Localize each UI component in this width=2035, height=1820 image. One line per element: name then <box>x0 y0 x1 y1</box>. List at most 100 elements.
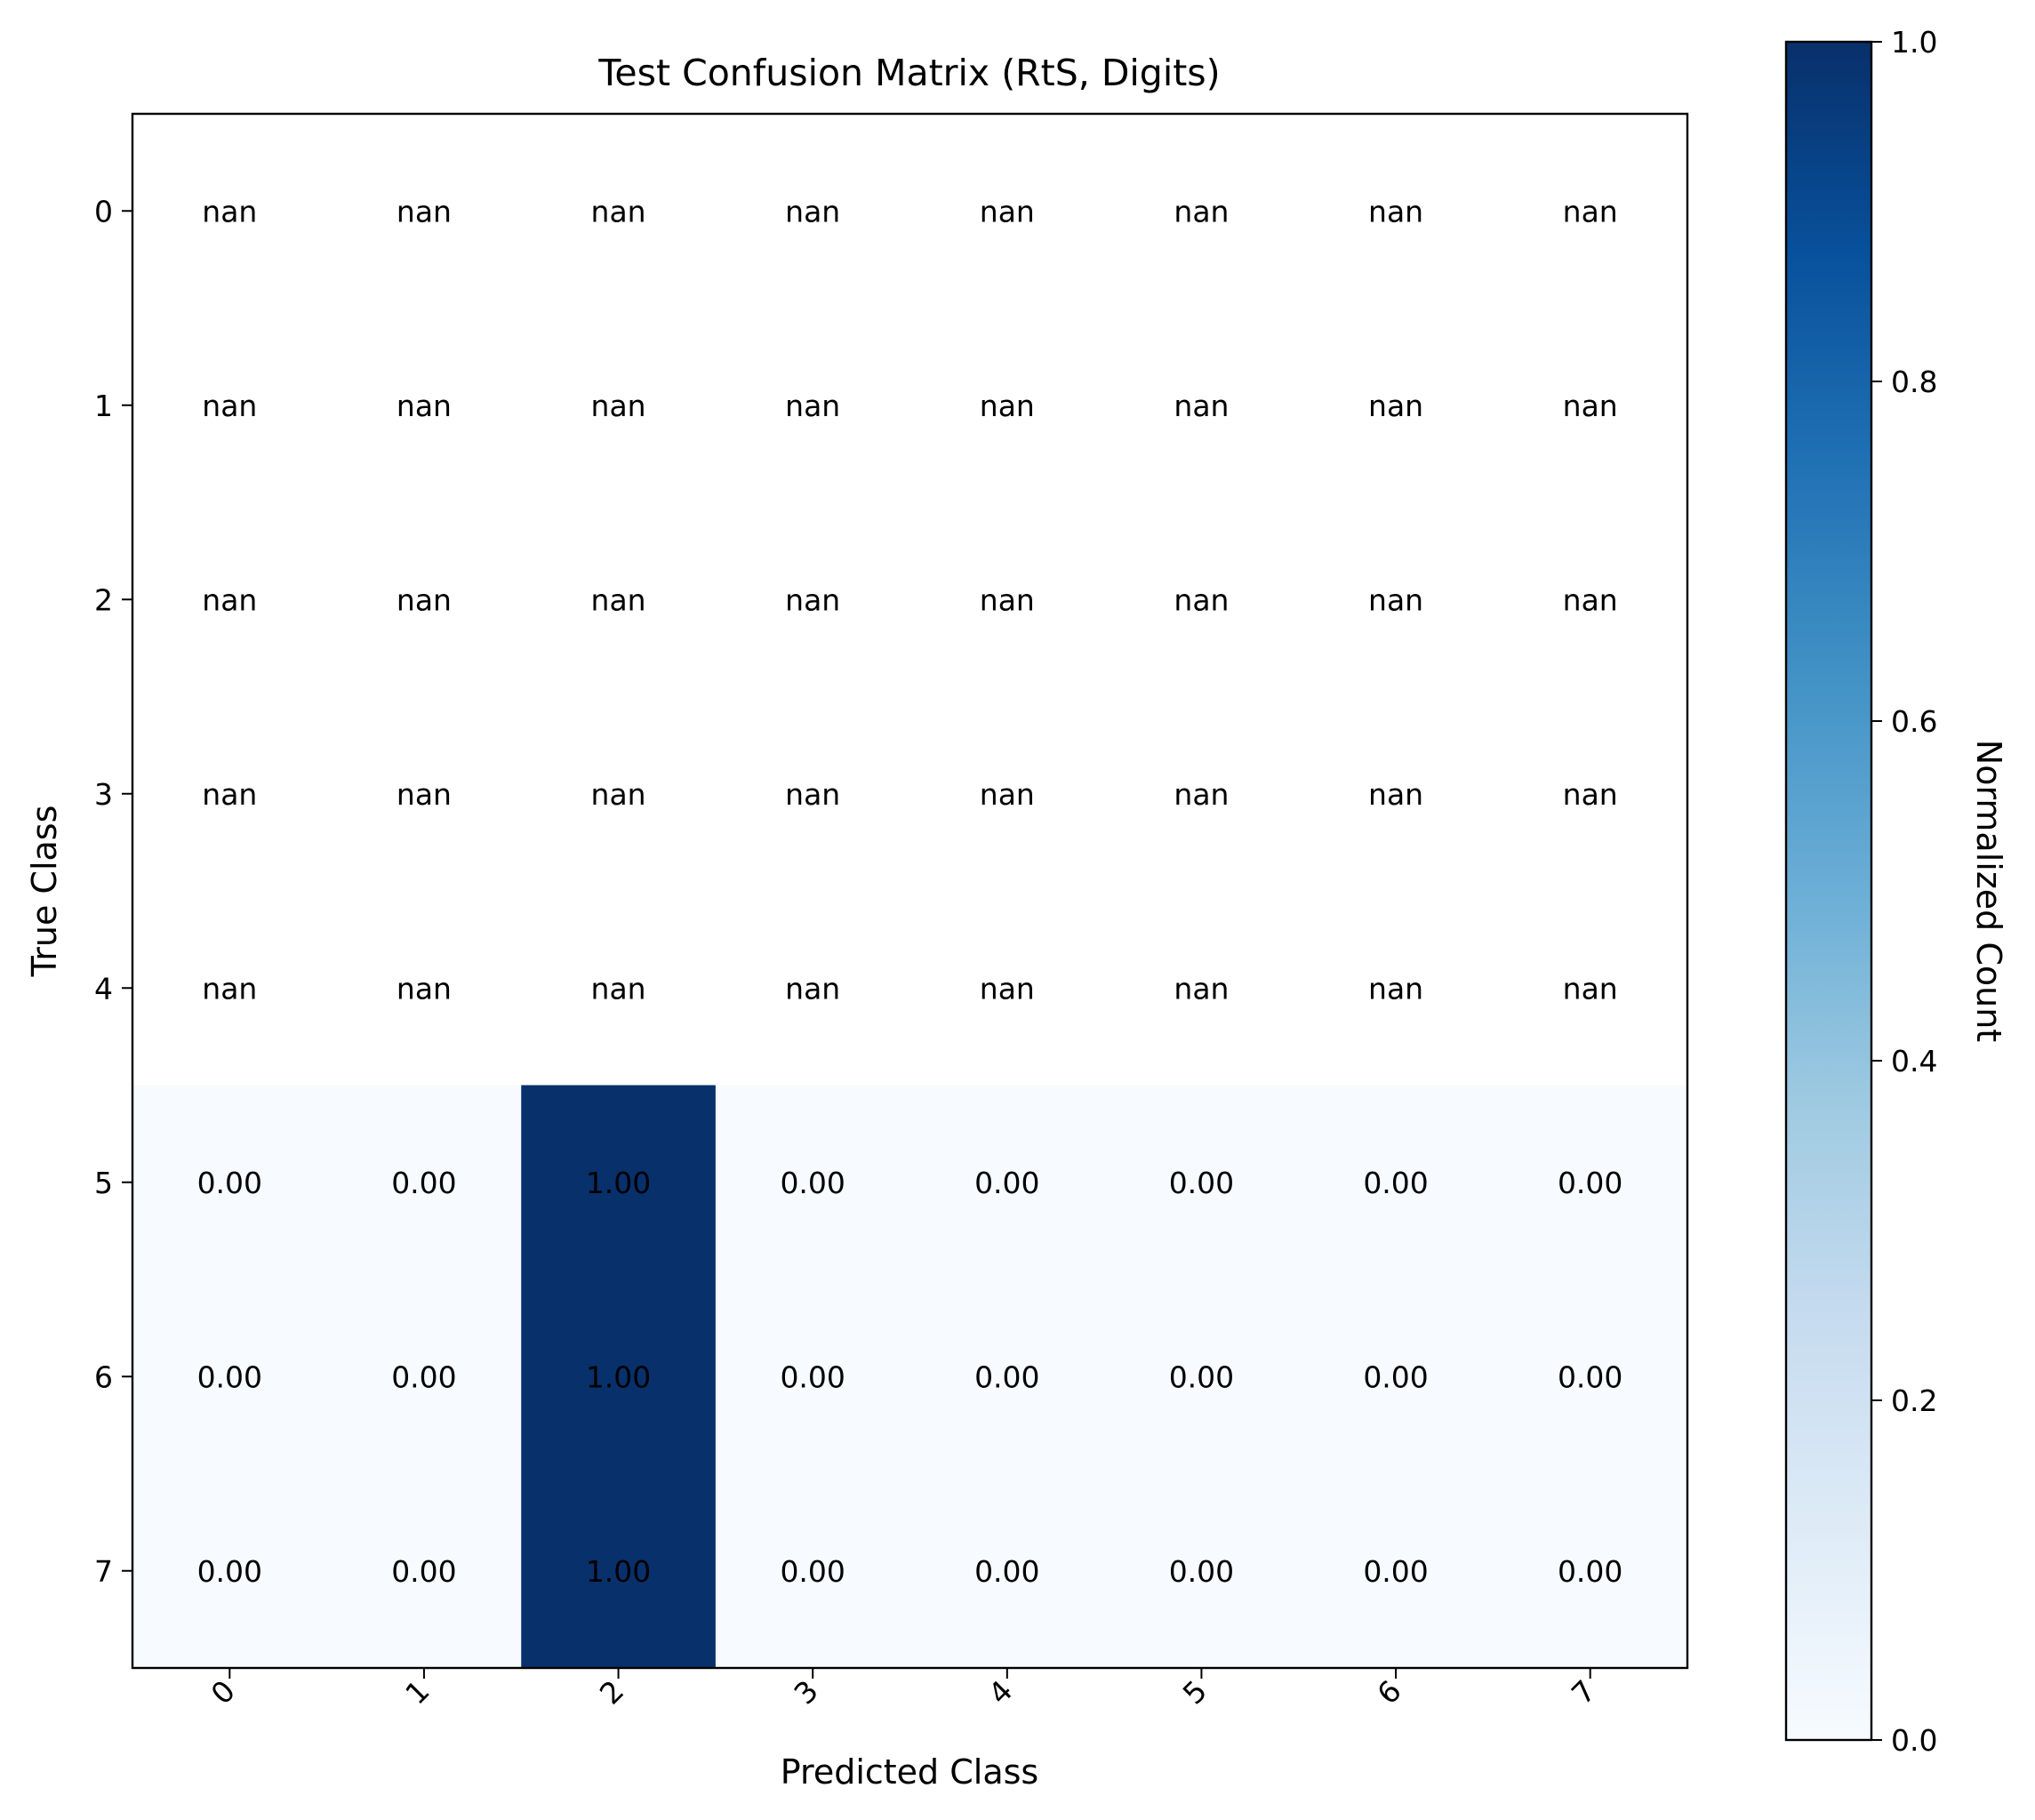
cell-value-label: nan <box>980 389 1035 423</box>
colorbar <box>1784 40 1873 1742</box>
cell-value-label: nan <box>202 194 257 229</box>
cell-value-label: 0.00 <box>197 1166 262 1200</box>
cell-value-label: nan <box>1563 777 1618 812</box>
heatmap-cell <box>326 1473 522 1669</box>
heatmap-cell <box>715 1279 911 1475</box>
x-axis-ticks: 0 1 2 3 4 5 6 7 <box>204 1668 1602 1712</box>
y-axis-label: True Class <box>25 806 64 978</box>
cell-value-label: 1.00 <box>586 1166 651 1200</box>
heatmap-cell <box>715 1473 911 1669</box>
cell-value-label: nan <box>1563 971 1618 1006</box>
y-tick-label: 2 <box>94 582 113 617</box>
x-tick-label: 3 <box>787 1673 824 1711</box>
y-tick-label: 4 <box>94 971 113 1006</box>
cell-value-label: nan <box>202 389 257 423</box>
heatmap-cell <box>1298 1279 1494 1475</box>
heatmap-cell <box>521 1473 717 1669</box>
cell-value-label: nan <box>1174 194 1229 229</box>
cell-value-label: 1.00 <box>586 1359 651 1394</box>
colorbar-tick-label: 0.4 <box>1891 1044 1937 1078</box>
cell-value-label: 0.00 <box>1363 1166 1428 1200</box>
y-tick-label: 3 <box>94 777 113 812</box>
x-tick-label: 0 <box>204 1673 242 1711</box>
heatmap-cell <box>1104 1085 1300 1280</box>
cell-value-label: nan <box>785 389 840 423</box>
cell-value-label: 0.00 <box>391 1554 456 1589</box>
heatmap-cell <box>1298 1473 1494 1669</box>
heatmap-cell <box>1493 1473 1688 1669</box>
cell-value-label: nan <box>785 194 840 229</box>
heatmap-cell <box>1493 1085 1688 1280</box>
cell-value-label: nan <box>1368 971 1423 1006</box>
cell-value-label: nan <box>591 389 646 423</box>
cell-value-label: nan <box>202 971 257 1006</box>
heatmap-cell <box>1298 1085 1494 1280</box>
y-tick-label: 0 <box>94 194 113 229</box>
cell-value-label: nan <box>980 971 1035 1006</box>
cell-value-label: nan <box>1174 389 1229 423</box>
colorbar-tick-label: 0.6 <box>1891 704 1937 739</box>
colorbar-ticks: 0.0 0.2 0.4 0.6 0.8 1.0 <box>1871 25 1937 1758</box>
heatmap-cell <box>521 1279 717 1475</box>
x-tick-label: 7 <box>1565 1673 1602 1711</box>
x-tick-label: 4 <box>981 1673 1019 1711</box>
x-tick-label: 2 <box>593 1673 630 1711</box>
cell-value-label: nan <box>397 777 452 812</box>
cell-value-label: 0.00 <box>197 1554 262 1589</box>
heatmap-cells <box>132 1085 1688 1669</box>
y-axis-ticks: 0 1 2 3 4 5 6 7 <box>94 194 132 1589</box>
cell-value-label: nan <box>1563 194 1618 229</box>
heatmap-cell <box>326 1085 522 1280</box>
cell-value-label: nan <box>1368 389 1423 423</box>
cell-value-label: 0.00 <box>974 1166 1039 1200</box>
cell-value-label: nan <box>785 582 840 617</box>
cell-value-label: nan <box>1368 777 1423 812</box>
x-tick-label: 1 <box>398 1673 436 1711</box>
cell-value-label: 0.00 <box>1558 1359 1622 1394</box>
cell-value-label: nan <box>1563 582 1618 617</box>
cell-value-label: 0.00 <box>1558 1554 1622 1589</box>
cell-value-label: 0.00 <box>780 1166 845 1200</box>
cell-value-label: nan <box>785 971 840 1006</box>
cell-value-label: 0.00 <box>1169 1359 1234 1394</box>
cell-value-label: nan <box>591 777 646 812</box>
x-tick-label: 5 <box>1176 1673 1214 1711</box>
cell-value-label: 0.00 <box>1169 1166 1234 1200</box>
heatmap-cell <box>521 1085 717 1280</box>
cell-value-label: nan <box>591 194 646 229</box>
cell-value-label: 0.00 <box>1558 1166 1622 1200</box>
heatmap-cell <box>132 1085 328 1280</box>
heatmap-cell <box>909 1279 1105 1475</box>
heatmap-cell <box>909 1085 1105 1280</box>
cell-value-label: nan <box>1174 582 1229 617</box>
heatmap-cell-labels: nan nan nan nan nan nan nan nan nan nan nan nan nan n… <box>197 194 1623 1589</box>
heatmap-cell <box>326 1279 522 1475</box>
cell-value-label: nan <box>1368 194 1423 229</box>
cell-value-label: nan <box>1174 777 1229 812</box>
cell-value-label: 0.00 <box>780 1359 845 1394</box>
cell-value-label: nan <box>980 777 1035 812</box>
cell-value-label: 0.00 <box>1169 1554 1234 1589</box>
cell-value-label: nan <box>785 777 840 812</box>
colorbar-tick-label: 1.0 <box>1891 25 1937 60</box>
cell-value-label: nan <box>397 389 452 423</box>
cell-value-label: 0.00 <box>1363 1554 1428 1589</box>
heatmap-cell <box>909 1473 1105 1669</box>
cell-value-label: nan <box>591 971 646 1006</box>
y-tick-label: 6 <box>94 1359 113 1394</box>
cell-value-label: 0.00 <box>1363 1359 1428 1394</box>
cell-value-label: nan <box>1563 389 1618 423</box>
cell-value-label: nan <box>202 582 257 617</box>
cell-value-label: nan <box>397 582 452 617</box>
x-axis-label: Predicted Class <box>781 1752 1038 1792</box>
cell-value-label: nan <box>591 582 646 617</box>
cell-value-label: nan <box>1174 971 1229 1006</box>
cell-value-label: nan <box>980 194 1035 229</box>
plot-frame <box>131 112 1689 1670</box>
colorbar-tick-label: 0.2 <box>1891 1383 1937 1418</box>
y-tick-label: 1 <box>94 389 113 423</box>
cell-value-label: nan <box>980 582 1035 617</box>
cell-value-label: nan <box>397 971 452 1006</box>
y-tick-label: 7 <box>94 1554 113 1589</box>
